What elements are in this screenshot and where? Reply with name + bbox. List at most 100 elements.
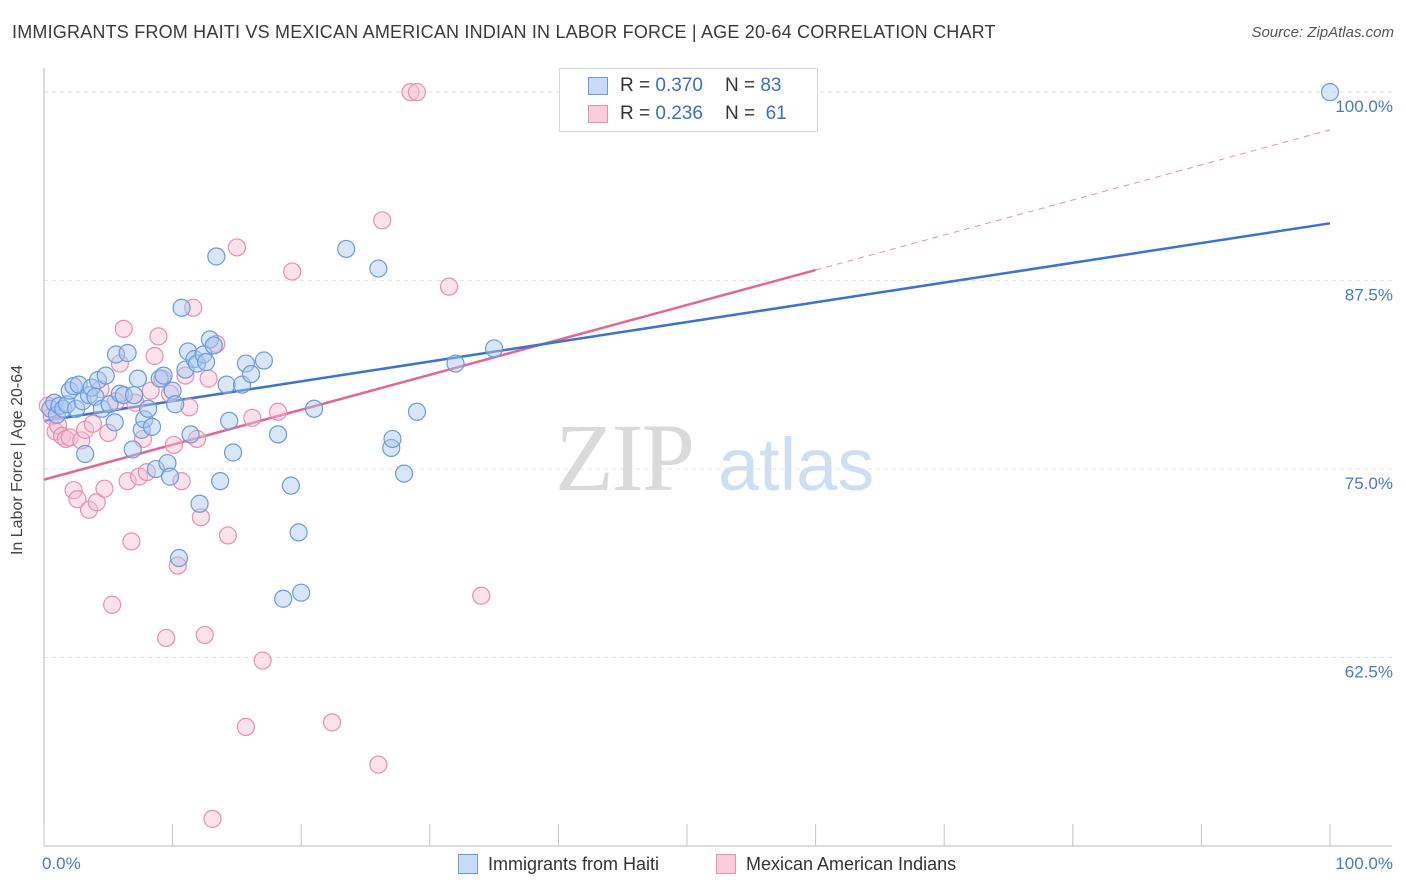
- legend-r-value: 0.370: [655, 75, 703, 96]
- data-point-mexican-american-indians: [68, 490, 87, 509]
- data-point-immigrants-from-haiti: [196, 352, 216, 372]
- data-point-immigrants-from-haiti: [1320, 83, 1340, 102]
- data-point-immigrants-from-haiti: [118, 343, 137, 363]
- legend-n-label: N =: [724, 103, 756, 124]
- data-point-mexican-american-indians: [164, 435, 183, 455]
- y-tick-label: 75.0%: [1345, 474, 1393, 493]
- data-point-immigrants-from-haiti: [304, 399, 324, 418]
- tick-labels: 62.5% 75.0% 87.5% 100.0% 0.0% 100.0%: [42, 97, 1393, 873]
- bottom-legend-label: Immigrants from Haiti: [488, 853, 660, 874]
- data-point-mexican-american-indians: [99, 423, 118, 442]
- data-point-immigrants-from-haiti: [146, 459, 165, 479]
- data-point-immigrants-from-haiti: [142, 417, 162, 436]
- data-point-immigrants-from-haiti: [220, 411, 239, 430]
- data-point-immigrants-from-haiti: [485, 339, 504, 358]
- data-point-immigrants-from-haiti: [204, 336, 223, 355]
- legend-swatch-blue: [588, 77, 608, 95]
- data-point-mexican-american-indians: [95, 479, 114, 498]
- data-point-immigrants-from-haiti: [166, 395, 185, 414]
- data-point-mexican-american-indians: [176, 366, 195, 385]
- data-point-mexican-american-indians: [64, 481, 83, 500]
- data-point-immigrants-from-haiti: [292, 583, 311, 602]
- source-credit: Source: ZipAtlas.com: [1251, 24, 1394, 41]
- data-point-mexican-american-indians: [172, 472, 191, 491]
- data-point-immigrants-from-haiti: [160, 467, 180, 486]
- data-point-immigrants-from-haiti: [123, 440, 142, 459]
- data-point-immigrants-from-haiti: [407, 402, 427, 421]
- data-point-mexican-american-indians: [141, 381, 160, 400]
- data-point-immigrants-from-haiti: [169, 548, 189, 568]
- data-point-immigrants-from-haiti: [394, 464, 414, 483]
- data-point-mexican-american-indians: [83, 414, 102, 433]
- data-point-immigrants-from-haiti: [96, 366, 115, 385]
- data-point-mexican-american-indians: [79, 500, 99, 519]
- legend-swatch-pink: [588, 105, 608, 123]
- data-point-immigrants-from-haiti: [382, 438, 401, 458]
- data-point-immigrants-from-haiti: [178, 342, 198, 361]
- data-point-mexican-american-indians: [114, 319, 133, 338]
- legend-n-label: N =: [724, 75, 756, 96]
- data-point-immigrants-from-haiti: [241, 364, 261, 384]
- data-point-mexican-american-indians: [180, 398, 199, 417]
- trend-lines: [43, 129, 1331, 481]
- data-point-mexican-american-indians: [283, 262, 302, 281]
- bottom-legend-mexican: Mexican American Indians: [716, 852, 956, 876]
- y-tick-label: 62.5%: [1345, 663, 1393, 682]
- data-point-immigrants-from-haiti: [232, 375, 252, 394]
- data-point-immigrants-from-haiti: [132, 420, 151, 439]
- data-point-immigrants-from-haiti: [211, 472, 230, 491]
- data-point-mexican-american-indians: [60, 428, 79, 447]
- data-point-immigrants-from-haiti: [369, 259, 388, 278]
- x-tick-label: 0.0%: [42, 854, 81, 873]
- data-point-mexican-american-indians: [157, 628, 176, 648]
- trend-line-blue: [43, 222, 1331, 423]
- data-point-immigrants-from-haiti: [139, 399, 158, 418]
- legend-row-mexican: R = 0.236 N = 61: [588, 102, 787, 126]
- data-point-immigrants-from-haiti: [124, 386, 144, 405]
- y-tick-label: 87.5%: [1345, 286, 1393, 305]
- x-tick-label: 100.0%: [1335, 854, 1393, 873]
- data-point-immigrants-from-haiti: [223, 443, 243, 462]
- data-point-mexican-american-indians: [268, 402, 288, 421]
- data-point-immigrants-from-haiti: [76, 444, 95, 464]
- data-point-mexican-american-indians: [72, 431, 91, 450]
- trend-line-pink-extension: [815, 129, 1331, 271]
- data-point-immigrants-from-haiti: [163, 381, 182, 400]
- data-point-immigrants-from-haiti: [172, 298, 191, 317]
- data-point-immigrants-from-haiti: [187, 354, 207, 373]
- data-point-mexican-american-indians: [369, 755, 388, 774]
- data-point-immigrants-from-haiti: [236, 354, 256, 373]
- legend-n-value: 61: [765, 103, 787, 124]
- bottom-legend-label: Mexican American Indians: [746, 853, 957, 874]
- data-point-mexican-american-indians: [401, 83, 420, 102]
- data-point-immigrants-from-haiti: [67, 399, 86, 418]
- data-point-mexican-american-indians: [439, 277, 459, 296]
- data-point-immigrants-from-haiti: [106, 345, 126, 364]
- data-point-mexican-american-indians: [149, 327, 168, 346]
- axes: [43, 68, 1392, 847]
- series-immigrants-from-haiti: [41, 83, 1340, 608]
- data-point-mexican-american-indians: [322, 713, 342, 732]
- data-point-immigrants-from-haiti: [274, 589, 293, 608]
- data-point-immigrants-from-haiti: [82, 378, 101, 397]
- data-point-mexican-american-indians: [87, 493, 106, 512]
- data-point-immigrants-from-haiti: [281, 476, 301, 495]
- data-point-mexican-american-indians: [160, 384, 180, 403]
- legend-n-value: 83: [760, 75, 782, 96]
- data-point-mexican-american-indians: [195, 625, 214, 645]
- data-point-mexican-american-indians: [168, 556, 187, 575]
- data-point-immigrants-from-haiti: [158, 453, 177, 473]
- data-point-mexican-american-indians: [103, 595, 122, 614]
- bottom-legend-swatch-pink: [716, 854, 736, 874]
- data-point-mexican-american-indians: [199, 369, 218, 388]
- legend-r-value: 0.236: [655, 103, 703, 124]
- legend-row-haiti: R = 0.370 N = 83: [588, 74, 781, 98]
- data-point-mexican-american-indians: [253, 651, 272, 670]
- data-point-mexican-american-indians: [236, 717, 256, 736]
- legend-r-label: R =: [620, 75, 651, 96]
- watermark-atlas: atlas: [718, 423, 874, 506]
- data-point-immigrants-from-haiti: [337, 239, 356, 259]
- data-point-mexican-american-indians: [203, 809, 222, 828]
- data-point-immigrants-from-haiti: [383, 429, 402, 449]
